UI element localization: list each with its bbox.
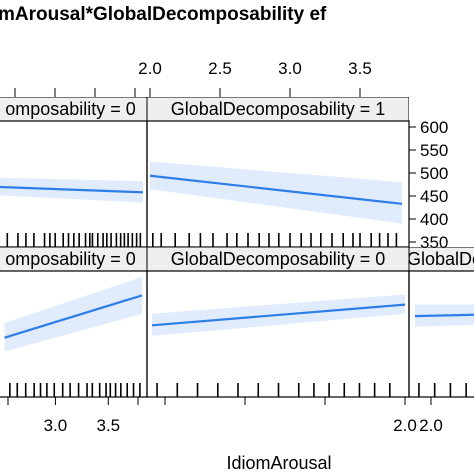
panel-bottom-right: GlobalDe — [407, 247, 474, 398]
fit-line — [4, 294, 143, 339]
panel-bottom-mid: GlobalDecomposability = 0 — [146, 247, 410, 398]
strip-label: GlobalDecomposability = 0 — [171, 249, 386, 269]
y-tick-label: 400 — [420, 210, 448, 229]
y-tick-label: 450 — [420, 187, 448, 206]
fit-line — [151, 303, 406, 327]
confidence-band — [150, 161, 402, 224]
strip-top-right: GlobalDecomposability = 1 — [147, 97, 409, 121]
x-tick-label-top: 2.5 — [208, 59, 232, 78]
strip-bottom-mid: GlobalDecomposability = 0 — [147, 247, 409, 271]
x-tick-label-top: 3.0 — [278, 59, 302, 78]
x-tick-label-bottom: 3.0 — [44, 416, 68, 435]
fit-line — [149, 174, 403, 205]
panel-border — [146, 270, 410, 398]
strip-label: GlobalDecomposability = 1 — [171, 99, 386, 119]
panel-bottom-left: omposability = 0 — [0, 247, 148, 398]
strip-label: omposability = 0 — [5, 249, 136, 269]
x-tick-label-top: 2.0 — [138, 59, 162, 78]
x-tick-label-bottom: 3.5 — [96, 416, 120, 435]
strip-background — [0, 97, 147, 121]
strip-background — [147, 247, 409, 271]
panel-top-right: GlobalDecomposability = 1 — [146, 97, 410, 248]
x-axis-title: IdiomArousal — [226, 453, 331, 473]
strip-background — [147, 97, 409, 121]
strip-bottom-left: omposability = 0 — [0, 247, 147, 271]
panels-layer: omposability = 0 GlobalDecomposability = … — [0, 97, 474, 398]
strip-top-left: omposability = 0 — [0, 97, 147, 121]
fit-line — [414, 313, 474, 318]
y-tick-label: 600 — [420, 118, 448, 137]
strip-label: omposability = 0 — [5, 99, 136, 119]
fit-line — [0, 185, 144, 194]
x-tick-label-top: 3.5 — [348, 59, 372, 78]
x-tick-label-bottom: 2.0 — [393, 416, 417, 435]
strip-bottom-right: GlobalDe — [407, 247, 474, 271]
strip-label: GlobalDe — [407, 249, 474, 269]
panel-border — [408, 270, 474, 398]
strip-background — [0, 247, 147, 271]
y-tick-label: 350 — [420, 233, 448, 252]
chart-title: mArousal*GlobalDecomposability ef — [0, 4, 327, 25]
x-tick-label-bottom: 2.0 — [419, 416, 443, 435]
y-tick-label: 500 — [420, 164, 448, 183]
strip-background — [409, 247, 474, 271]
confidence-band — [4, 277, 143, 352]
panel-top-left: omposability = 0 — [0, 97, 148, 248]
y-tick-label: 550 — [420, 141, 448, 160]
